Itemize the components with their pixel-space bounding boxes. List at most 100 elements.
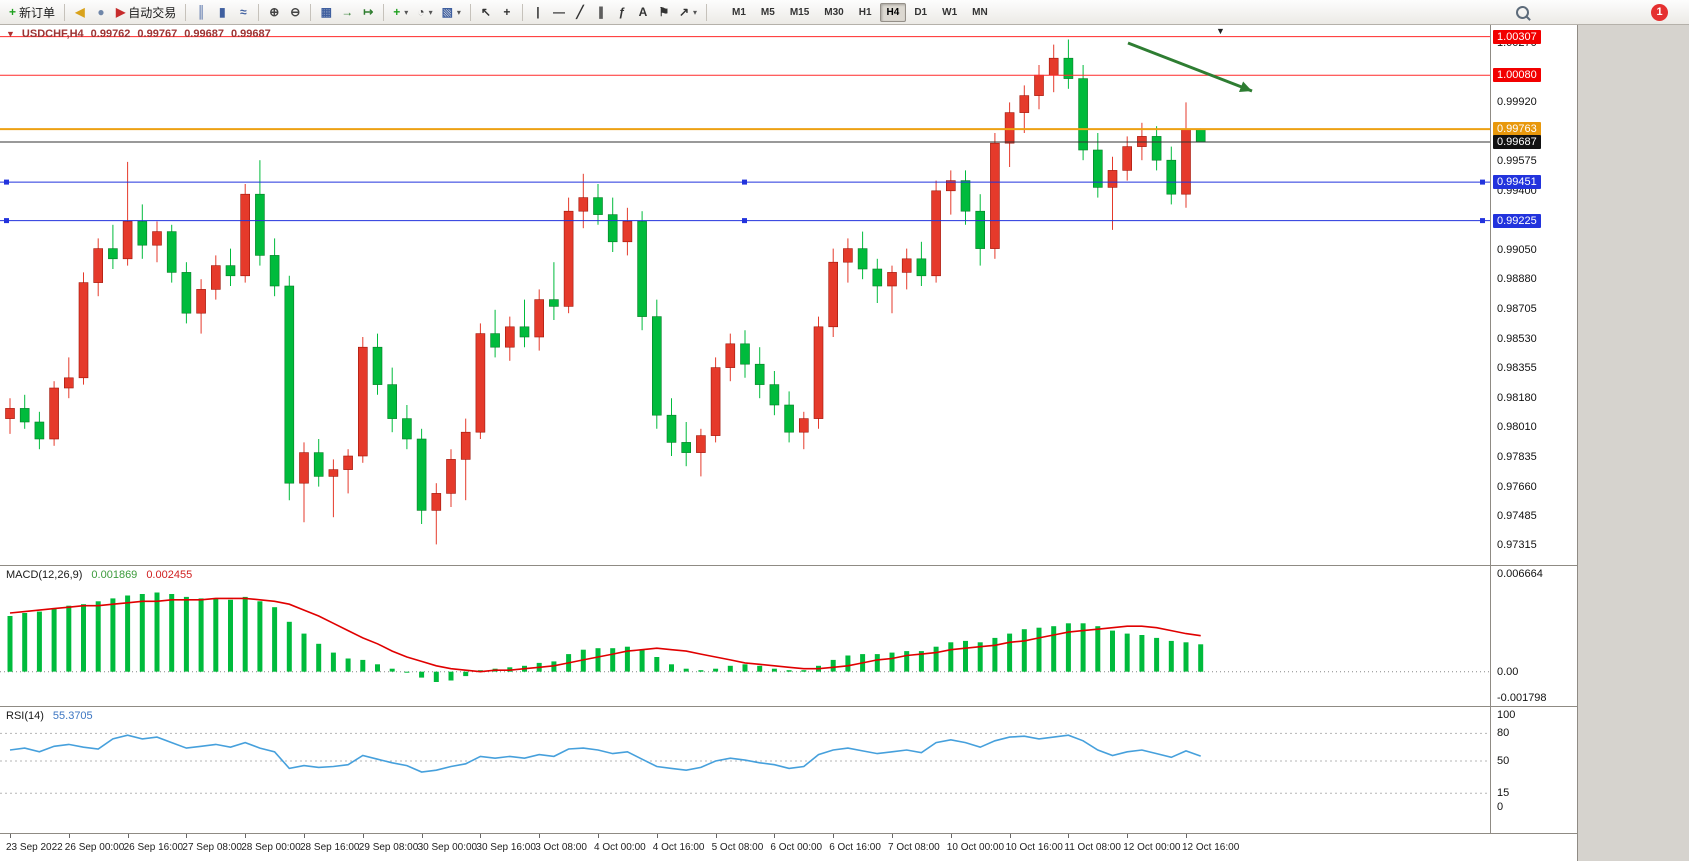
notification-badge[interactable]: 1 xyxy=(1651,3,1668,21)
time-label: 4 Oct 00:00 xyxy=(594,842,646,853)
rsi-value: 55.3705 xyxy=(52,710,93,722)
new-order-icon: + xyxy=(9,5,17,19)
timeframe-h1-button[interactable]: H1 xyxy=(852,3,879,22)
chevron-down-icon: ▾ xyxy=(428,7,433,17)
price-tick: 0.99920 xyxy=(1497,96,1537,109)
time-label: 29 Sep 08:00 xyxy=(358,842,419,853)
horizontal-line-icon: — xyxy=(552,5,565,19)
time-label: 4 Oct 16:00 xyxy=(652,842,705,853)
zoom-in-button[interactable]: ⊕ xyxy=(264,2,284,23)
megaphone-icon-button[interactable]: ◀ xyxy=(70,2,90,23)
chart-shift-icon: ↦ xyxy=(363,5,374,19)
trendline-button[interactable]: ╱ xyxy=(570,2,590,23)
zoom-out-button[interactable]: ⊖ xyxy=(285,2,305,23)
price-tick: 0.97485 xyxy=(1497,510,1537,523)
price-chart[interactable] xyxy=(0,25,1490,565)
macd-panel-label: MACD(12,26,9) 0.001869 0.002455 xyxy=(6,569,192,581)
price-tick: 0.97835 xyxy=(1497,450,1537,463)
price-tick: 0.98880 xyxy=(1497,273,1537,286)
indicators-button[interactable]: + ▾ xyxy=(389,2,412,23)
hline-price-tag: 1.00080 xyxy=(1493,68,1541,83)
hline-price-tag: 1.00307 xyxy=(1493,29,1541,44)
horizontal-line-button[interactable]: — xyxy=(549,2,569,23)
fibonacci-icon: ƒ xyxy=(618,5,626,19)
periods-button[interactable]: ◔ ▾ xyxy=(413,2,436,23)
toolbar-separator xyxy=(258,3,260,21)
arrows-button[interactable]: ↗ ▾ xyxy=(675,2,701,23)
rsi-axis[interactable]: 100 80 50 15 0 xyxy=(1490,707,1577,833)
zoom-in-icon: ⊕ xyxy=(269,5,280,19)
bar-chart-button[interactable]: ║ xyxy=(191,2,211,23)
time-tick xyxy=(656,834,658,838)
timeframe-m15-button[interactable]: M15 xyxy=(783,3,816,22)
candlestick-chart-button[interactable]: ▮ xyxy=(212,2,232,23)
indicators-icon: + xyxy=(393,5,401,19)
rsi-tick: 50 xyxy=(1497,755,1510,767)
time-label: 28 Sep 16:00 xyxy=(300,842,360,853)
templates-button[interactable]: ▧ ▾ xyxy=(438,2,465,23)
price-tick: 0.98530 xyxy=(1497,332,1537,345)
line-chart-button[interactable]: ≈ xyxy=(233,2,253,23)
channel-button[interactable]: ∥ xyxy=(591,2,611,23)
vertical-line-button[interactable]: | xyxy=(528,2,548,23)
chat-icon-button[interactable]: ● xyxy=(91,2,111,23)
quote-low: 0.99687 xyxy=(184,28,224,40)
autotrading-button[interactable]: ▶ 自动交易 xyxy=(112,2,180,23)
tile-windows-button[interactable]: ▦ xyxy=(316,2,336,23)
time-label: 30 Sep 16:00 xyxy=(476,842,536,853)
time-label: 26 Sep 16:00 xyxy=(123,842,184,853)
time-label: 28 Sep 00:00 xyxy=(241,842,301,853)
macd-axis[interactable]: 0.006664 0.00 -0.001798 xyxy=(1490,566,1577,706)
time-tick xyxy=(1068,834,1070,838)
time-label: 10 Oct 00:00 xyxy=(946,842,1005,853)
panel-separator[interactable] xyxy=(0,565,1577,566)
search-button[interactable] xyxy=(1512,2,1533,23)
time-label: 7 Oct 08:00 xyxy=(888,842,940,853)
new-order-button[interactable]: + 新订单 xyxy=(5,2,59,23)
toolbar-right: 1 xyxy=(1512,2,1684,23)
price-tick: 0.99050 xyxy=(1497,244,1537,257)
rsi-chart[interactable] xyxy=(0,707,1490,833)
time-label: 10 Oct 16:00 xyxy=(1005,842,1063,853)
timeframe-w1-button[interactable]: W1 xyxy=(935,3,964,22)
price-axis[interactable]: 1.002701.000950.999200.997450.995750.994… xyxy=(1490,25,1577,565)
macd-chart[interactable] xyxy=(0,566,1490,706)
timeframe-h4-button[interactable]: H4 xyxy=(879,2,907,22)
templates-icon: ▧ xyxy=(441,5,453,19)
time-tick xyxy=(833,834,835,838)
auto-scroll-button[interactable]: → xyxy=(337,2,357,23)
quote-close: 0.99687 xyxy=(230,28,271,40)
crosshair-button[interactable]: + xyxy=(497,2,517,23)
timeframe-mn-button[interactable]: MN xyxy=(965,3,995,22)
chart-window: 1.002701.000950.999200.997450.995750.994… xyxy=(0,25,1578,861)
hline-price-tag: 0.99225 xyxy=(1493,213,1541,228)
time-tick xyxy=(127,834,129,838)
time-tick xyxy=(539,834,541,838)
time-tick xyxy=(186,834,188,838)
time-label: 12 Oct 00:00 xyxy=(1123,842,1181,853)
one-click-trading-toggle[interactable]: ▼ xyxy=(6,29,15,39)
chevron-down-icon: ▾ xyxy=(693,7,698,17)
chevron-down-icon: ▾ xyxy=(404,7,409,17)
toolbar-separator xyxy=(383,3,385,21)
vertical-line-icon: | xyxy=(536,5,540,19)
panel-separator[interactable] xyxy=(0,706,1577,707)
text-icon: A xyxy=(638,5,648,19)
text-button[interactable]: A xyxy=(633,2,653,23)
label-button[interactable]: ⚑ xyxy=(654,2,674,23)
macd-tick: 0.00 xyxy=(1497,665,1519,678)
fibonacci-button[interactable]: ƒ xyxy=(612,2,632,23)
timeframe-m30-button[interactable]: M30 xyxy=(817,3,850,22)
cursor-button[interactable]: ↖ xyxy=(476,2,496,23)
time-tick xyxy=(1009,834,1011,838)
arrows-icon: ↗ xyxy=(678,5,689,19)
timeframe-d1-button[interactable]: D1 xyxy=(907,3,934,22)
chart-shift-button[interactable]: ↦ xyxy=(358,2,378,23)
macd-tick: -0.001798 xyxy=(1497,692,1547,704)
autotrading-icon: ▶ xyxy=(116,5,126,19)
time-tick xyxy=(598,834,599,838)
rsi-label: RSI(14) xyxy=(6,710,44,722)
time-axis[interactable]: 23 Sep 2022 26 Sep 00:00 26 Sep 16:00 27 Se… xyxy=(0,833,1577,861)
timeframe-m5-button[interactable]: M5 xyxy=(754,3,782,22)
timeframe-m1-button[interactable]: M1 xyxy=(725,3,753,22)
